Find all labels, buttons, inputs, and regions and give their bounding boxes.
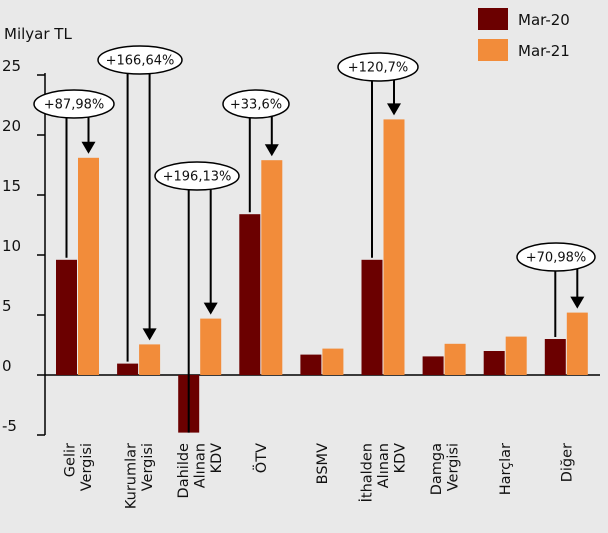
bar-mar-20-5 [361,259,383,375]
annotation-bubble [33,89,115,119]
annotation-arrowhead [264,144,279,157]
category-label: Vergisi [445,443,461,491]
annotation-bubble [97,45,183,75]
y-tick-label: 25 [2,57,21,75]
annotations: +87,98% +166,64% +196,13% +33,6% +120,7% +70,… [33,45,596,433]
annotation-label: +196,13% [163,170,232,185]
annotation-bubble [516,242,596,272]
annotation-bubble [337,52,419,82]
bar-mar-20-8 [544,339,566,375]
annotation-label: +87,98% [44,98,104,113]
bar-mar-20-7 [483,351,505,375]
legend-swatch [478,8,508,30]
category-label: Alınan [193,443,209,488]
category-label: Kurumlar [123,443,139,509]
bars [56,119,588,433]
bar-mar-21-7 [505,336,527,375]
legend-swatch [478,39,508,61]
legend: Mar-20 Mar-21 [478,8,570,61]
annotation-8: +70,98% [516,242,596,337]
annotation-arrowhead [570,296,585,309]
annotation-label: +166,64% [106,54,175,69]
bar-mar-21-2 [200,318,222,375]
category-label: Vergisi [79,443,95,491]
bar-mar-21-4 [322,348,344,375]
category-label: İthalden [358,443,376,502]
category-label: Harçlar [498,443,514,495]
bar-mar-21-1 [139,344,161,375]
category-label: ÖTV [252,443,270,473]
bar-mar-20-0 [56,259,77,375]
bar-mar-21-3 [261,160,283,375]
bar-mar-21-8 [566,312,588,375]
bar-mar-21-6 [444,343,466,375]
y-tick-label: 20 [2,117,21,135]
bar-mar-20-4 [300,354,322,375]
annotation-label: +120,7% [348,61,408,76]
unit-label: Milyar TL [4,25,72,43]
legend-item-mar-21: Mar-21 [478,39,570,61]
category-label: Damga [429,443,445,495]
category-label: Diğer [559,443,575,482]
bar-mar-20-6 [422,356,444,375]
legend-label: Mar-21 [518,42,570,60]
annotation-5: +120,7% [337,52,419,258]
annotation-bubble [222,89,290,119]
category-label: Dahilde [176,443,192,499]
bar-mar-20-1 [117,363,139,375]
bar-mar-21-5 [383,119,405,376]
y-tick-label: 15 [2,177,21,195]
legend-item-mar-20: Mar-20 [478,8,570,30]
bar-mar-21-0 [78,157,99,375]
annotation-0: +87,98% [33,89,115,258]
annotation-bubble [154,161,240,191]
y-tick-label: 0 [2,357,12,375]
annotation-label: +70,98% [526,251,586,266]
annotation-arrowhead [81,141,96,154]
category-label: Gelir [62,443,78,477]
annotation-arrowhead [387,103,401,116]
y-tick-label: -5 [2,417,17,435]
category-label: Vergisi [140,443,156,491]
annotation-arrowhead [203,302,218,315]
legend-label: Mar-20 [518,11,570,29]
category-label: KDV [393,443,409,473]
annotation-arrowhead [142,328,157,341]
y-tick-label: 5 [2,297,12,315]
category-label: BSMV [315,443,331,484]
annotation-1: +166,64% [97,45,183,362]
annotation-label: +33,6% [230,98,282,113]
annotation-2: +196,13% [154,161,240,433]
annotation-3: +33,6% [222,89,290,213]
bar-mar-20-3 [239,214,261,375]
y-tick-label: 10 [2,237,21,255]
category-labels: Gelir Vergisi Kurumlar Vergisi Dahilde Alınan… [62,443,575,509]
category-label: KDV [209,443,225,473]
category-label: Alınan [376,443,392,488]
